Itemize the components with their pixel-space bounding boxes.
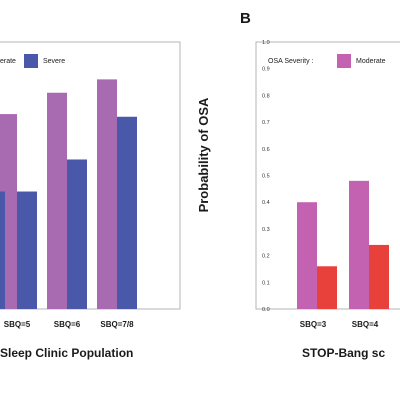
x-tick-a-3: SBQ=7/8 [100, 320, 134, 329]
panel-label-b: B [240, 10, 251, 27]
x-tick-a-2: SBQ=6 [54, 320, 81, 329]
legend-a-label-severe: Severe [43, 58, 65, 65]
y-tick-b-4: 0.4 [262, 200, 270, 206]
y-tick-b-0: 0.0 [262, 307, 270, 313]
y-axis-title-b: Probability of OSA [195, 97, 211, 213]
legend-a-swatch-severe [24, 54, 38, 68]
legend-a: erate Severe [0, 54, 65, 68]
y-tick-b-7: 0.7 [262, 120, 270, 126]
bar-b-severe-1 [369, 244, 389, 309]
x-ticks-b: SBQ=3 SBQ=4 [300, 320, 379, 329]
legend-b: OSA Severity : Moderate [268, 54, 386, 68]
chart-panel-b: OSA Severity : Moderate 0.00.10.20.30.40.… [255, 40, 400, 329]
bar-a-severe-2 [67, 159, 87, 309]
bar-a-moderate-3 [97, 79, 117, 309]
y-tick-b-3: 0.3 [262, 227, 270, 233]
bar-b-moderate-0 [297, 202, 317, 309]
x-tick-a-1: SBQ=5 [4, 320, 31, 329]
y-tick-b-10: 1.0 [262, 40, 270, 46]
plot-frame-a [0, 41, 181, 310]
x-axis-title-a: Sleep Clinic Population [0, 346, 134, 360]
bar-a-severe-1 [17, 191, 37, 309]
bar-a-severe-3 [117, 116, 137, 309]
bar-a-moderate-2 [47, 92, 67, 309]
y-tick-b-8: 0.8 [262, 93, 270, 99]
y-ticks-b: 0.0 0.1 0.2 0.3 0.4 0.5 0.6 0.7 0.8 0.9 1.0 [262, 40, 270, 313]
bar-a-severe-partial [0, 191, 5, 309]
x-tick-b-1: SBQ=4 [352, 320, 379, 329]
legend-b-prefix: OSA Severity : [268, 58, 314, 65]
legend-a-label-moderate: erate [0, 58, 16, 65]
chart-panel-a: erate Severe SBQ=5 SBQ=6 SBQ=7/8 [0, 41, 181, 329]
y-tick-b-6: 0.6 [262, 147, 270, 153]
y-tick-b-9: 0.9 [262, 67, 270, 73]
bars-a [0, 79, 137, 309]
x-tick-b-0: SBQ=3 [300, 320, 327, 329]
legend-b-swatch-moderate [337, 54, 351, 68]
y-tick-b-2: 0.2 [262, 254, 270, 260]
legend-b-label-moderate: Moderate [356, 58, 386, 65]
y-tick-b-5: 0.5 [262, 174, 270, 180]
bar-b-severe-0 [317, 266, 337, 309]
y-tick-b-1: 0.1 [262, 280, 270, 286]
x-ticks-a: SBQ=5 SBQ=6 SBQ=7/8 [4, 320, 134, 329]
x-axis-title-b: STOP-Bang sc [302, 346, 386, 360]
bar-b-moderate-1 [349, 180, 369, 309]
bars-b [297, 180, 389, 309]
